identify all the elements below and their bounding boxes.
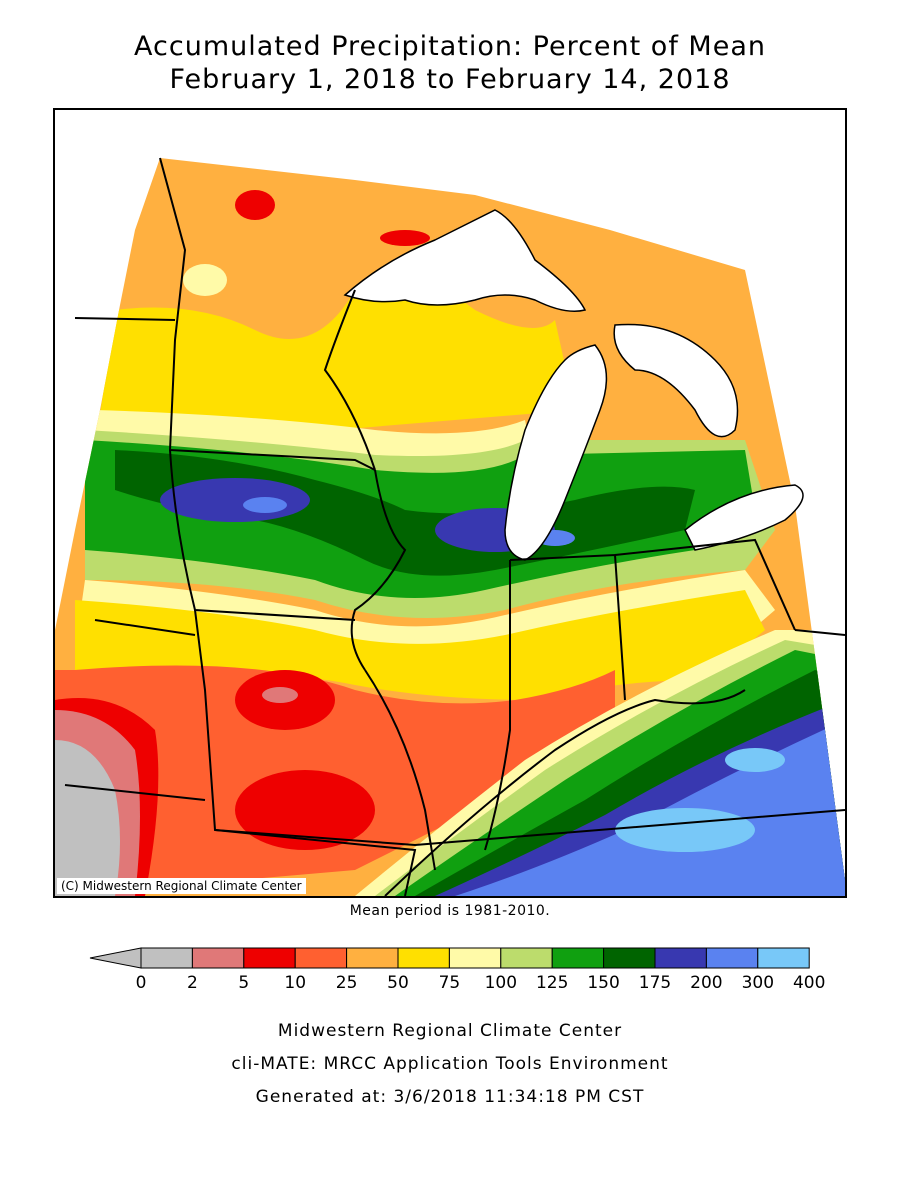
legend-tick-label: 0 <box>136 973 147 993</box>
legend-tick-label: 5 <box>238 973 249 993</box>
legend-tick-label: 10 <box>284 973 306 993</box>
legend-box-300-400 <box>757 947 810 969</box>
legend-box-100-125 <box>500 947 553 969</box>
mean-period-note: Mean period is 1981-2010. <box>349 903 551 919</box>
legend-tick-label: 400 <box>793 973 825 993</box>
border-minnesota-wisconsin <box>323 289 376 471</box>
color-legend: 0 2 5 10 25 50 75 100 125 150 175 200 300 400 <box>89 947 826 993</box>
border-minnesota-iowa <box>169 449 376 471</box>
legend-box-75-100 <box>448 947 502 969</box>
legend-box-50-75 <box>397 947 450 969</box>
legend-color-boxes <box>89 947 810 969</box>
legend-arrow-below-zero <box>89 947 142 969</box>
legend-tick-label: 100 <box>485 973 517 993</box>
border-nebraska-kansas <box>94 619 196 636</box>
border-iowa-south <box>169 449 356 621</box>
legend-tick-labels: 0 2 5 10 25 50 75 100 125 150 175 200 300 400 <box>136 973 826 993</box>
legend-tick-label: 2 <box>187 973 198 993</box>
border-ohio-north <box>614 538 796 631</box>
band-2-5-missouri <box>262 687 298 703</box>
legend-box-25-50 <box>346 947 399 969</box>
border-mississippi-river-south <box>364 669 436 871</box>
legend-tick-label: 25 <box>336 973 358 993</box>
band-5-10-minnesota <box>235 190 275 220</box>
lake-erie <box>684 484 804 551</box>
legend-tick-label: 300 <box>742 973 774 993</box>
border-illinois-indiana <box>484 560 511 851</box>
legend-tick-label: 175 <box>639 973 671 993</box>
footer-organization: Midwestern Regional Climate Center <box>277 1021 623 1041</box>
band-200-300-iowa <box>243 497 287 513</box>
map-title: Accumulated Precipitation: Percent of Me… <box>134 31 766 62</box>
band-50-75-north <box>95 283 575 450</box>
band-5-10-arrowhead <box>380 230 430 246</box>
legend-box-175-200 <box>654 947 707 969</box>
map-date-range: February 1, 2018 to February 14, 2018 <box>169 64 731 95</box>
border-nd-sd <box>74 317 176 321</box>
border-pa <box>794 629 845 636</box>
legend-tick-label: 50 <box>387 973 409 993</box>
border-ohio-river <box>384 689 746 896</box>
band-175-200-iowa <box>160 478 310 522</box>
border-kansas-oklahoma <box>64 784 206 801</box>
lake-michigan <box>504 344 608 561</box>
border-minnesota-west <box>159 157 187 451</box>
legend-box-200-300 <box>705 947 759 969</box>
legend-box-0-2 <box>140 947 193 969</box>
state-boundaries <box>64 157 845 896</box>
band-75-100-minnesota <box>183 264 227 296</box>
legend-tick-label: 150 <box>587 973 619 993</box>
legend-box-150-175 <box>603 947 656 969</box>
footer-generated-time: Generated at: 3/6/2018 11:34:18 PM CST <box>255 1087 645 1107</box>
band-300-400-westvirginia <box>725 748 785 772</box>
legend-box-125-150 <box>551 947 605 969</box>
band-300-400-kentucky <box>615 808 755 852</box>
legend-box-2-5 <box>191 947 245 969</box>
lake-huron <box>613 323 739 438</box>
legend-box-5-10 <box>243 947 296 969</box>
border-mississippi-river-north <box>350 469 407 671</box>
legend-box-10-25 <box>294 947 348 969</box>
border-tennessee-north <box>214 809 845 847</box>
band-50-75-south <box>75 590 765 700</box>
copyright-label: (C) Midwestern Regional Climate Center <box>57 878 306 894</box>
map-canvas <box>55 157 845 896</box>
legend-tick-label: 200 <box>690 973 722 993</box>
band-5-10-missouri-south <box>235 770 375 850</box>
precipitation-map: (C) Midwestern Regional Climate Center <box>53 108 847 898</box>
footer-tool-name: cli-MATE: MRCC Application Tools Environ… <box>231 1054 669 1074</box>
band-0-2-west <box>55 740 120 896</box>
legend-tick-label: 125 <box>536 973 568 993</box>
lake-superior <box>343 209 587 312</box>
legend-tick-label: 75 <box>439 973 461 993</box>
band-200-300-southeast <box>455 720 845 896</box>
